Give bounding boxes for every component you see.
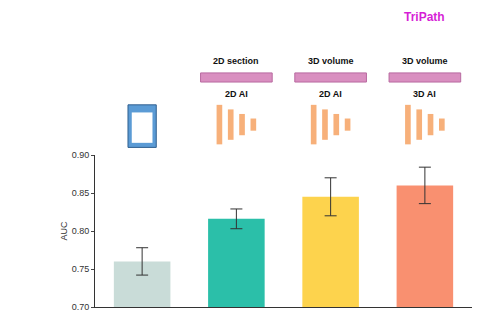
svg-text:3D volume: 3D volume: [308, 56, 354, 66]
svg-text:3D AI: 3D AI: [413, 89, 436, 99]
svg-text:2D section: 2D section: [213, 56, 259, 66]
svg-text:2D AI: 2D AI: [319, 89, 342, 99]
svg-text:0.85: 0.85: [72, 188, 90, 198]
svg-text:0.70: 0.70: [72, 302, 90, 312]
svg-text:0.75: 0.75: [72, 264, 90, 274]
svg-text:2D AI: 2D AI: [225, 89, 248, 99]
svg-text:0.80: 0.80: [72, 226, 90, 236]
svg-text:TriPath: TriPath: [404, 10, 445, 24]
svg-text:3D volume: 3D volume: [402, 56, 448, 66]
svg-text:0.90: 0.90: [72, 150, 90, 160]
svg-text:AUC: AUC: [59, 221, 69, 241]
